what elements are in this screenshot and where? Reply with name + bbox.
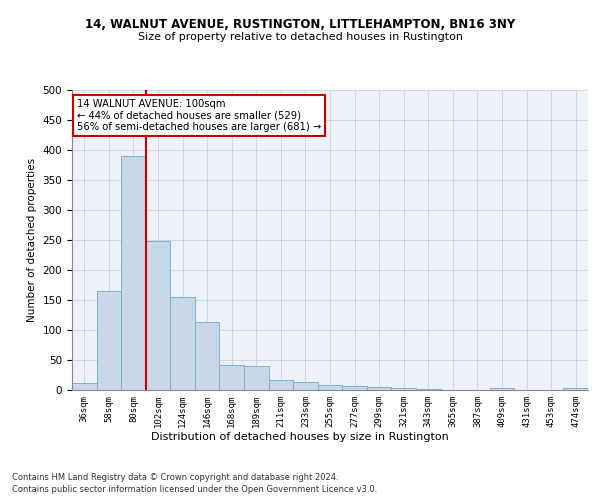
Bar bbox=[367, 387, 391, 390]
Text: Contains HM Land Registry data © Crown copyright and database right 2024.: Contains HM Land Registry data © Crown c… bbox=[12, 472, 338, 482]
Bar bbox=[490, 388, 514, 390]
Bar bbox=[391, 388, 416, 390]
Bar bbox=[342, 386, 367, 390]
Text: Distribution of detached houses by size in Rustington: Distribution of detached houses by size … bbox=[151, 432, 449, 442]
Text: 14, WALNUT AVENUE, RUSTINGTON, LITTLEHAMPTON, BN16 3NY: 14, WALNUT AVENUE, RUSTINGTON, LITTLEHAM… bbox=[85, 18, 515, 30]
Bar bbox=[563, 388, 588, 390]
Bar bbox=[146, 241, 170, 390]
Bar bbox=[318, 385, 342, 390]
Bar bbox=[416, 389, 440, 390]
Bar bbox=[195, 322, 220, 390]
Y-axis label: Number of detached properties: Number of detached properties bbox=[27, 158, 37, 322]
Text: Size of property relative to detached houses in Rustington: Size of property relative to detached ho… bbox=[137, 32, 463, 42]
Bar bbox=[72, 384, 97, 390]
Text: 14 WALNUT AVENUE: 100sqm
← 44% of detached houses are smaller (529)
56% of semi-: 14 WALNUT AVENUE: 100sqm ← 44% of detach… bbox=[77, 99, 322, 132]
Bar bbox=[244, 366, 269, 390]
Bar bbox=[220, 365, 244, 390]
Bar bbox=[269, 380, 293, 390]
Bar bbox=[293, 382, 318, 390]
Text: Contains public sector information licensed under the Open Government Licence v3: Contains public sector information licen… bbox=[12, 485, 377, 494]
Bar bbox=[121, 156, 146, 390]
Bar bbox=[97, 291, 121, 390]
Bar bbox=[170, 297, 195, 390]
